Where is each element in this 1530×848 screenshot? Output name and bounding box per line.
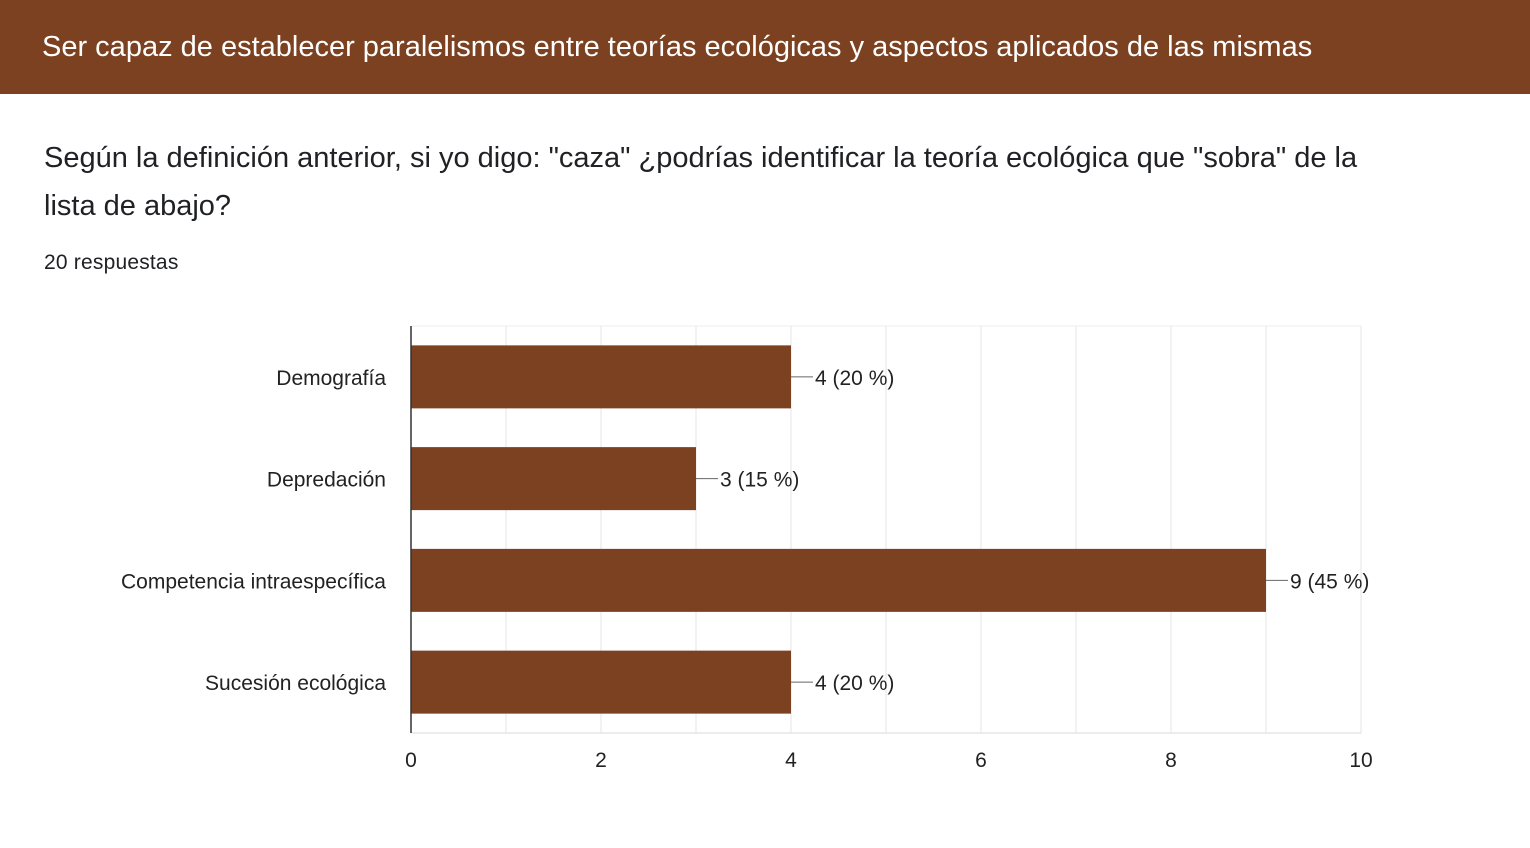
bar <box>411 548 1266 612</box>
category-label: Depredación <box>267 469 386 492</box>
category-label: Competencia intraespecífica <box>121 570 386 593</box>
bar <box>411 345 791 409</box>
bar <box>411 650 791 714</box>
response-count: 20 respuestas <box>44 251 179 274</box>
data-label: 9 (45 %) <box>1290 570 1369 593</box>
x-tick-label: 2 <box>595 749 607 772</box>
x-tick-label: 0 <box>405 749 417 772</box>
category-label: Demografía <box>276 367 386 390</box>
question-title: Según la definición anterior, si yo digo… <box>44 142 1358 222</box>
data-label: 4 (20 %) <box>815 672 894 695</box>
x-tick-label: 4 <box>785 749 797 772</box>
x-tick-label: 10 <box>1349 749 1372 772</box>
data-label: 4 (20 %) <box>815 367 894 390</box>
section-title: Ser capaz de establecer paralelismos ent… <box>42 31 1313 63</box>
data-label: 3 (15 %) <box>720 469 799 492</box>
bar-chart: 0 2 4 6 8 10 Demografía 4 (20 %) Depredación 3 (1… <box>121 325 1373 772</box>
category-label: Sucesión ecológica <box>205 672 386 695</box>
section-header: Ser capaz de establecer paralelismos ent… <box>0 0 1530 94</box>
x-tick-label: 6 <box>975 749 987 772</box>
bar <box>411 447 696 511</box>
x-tick-label: 8 <box>1165 749 1177 772</box>
